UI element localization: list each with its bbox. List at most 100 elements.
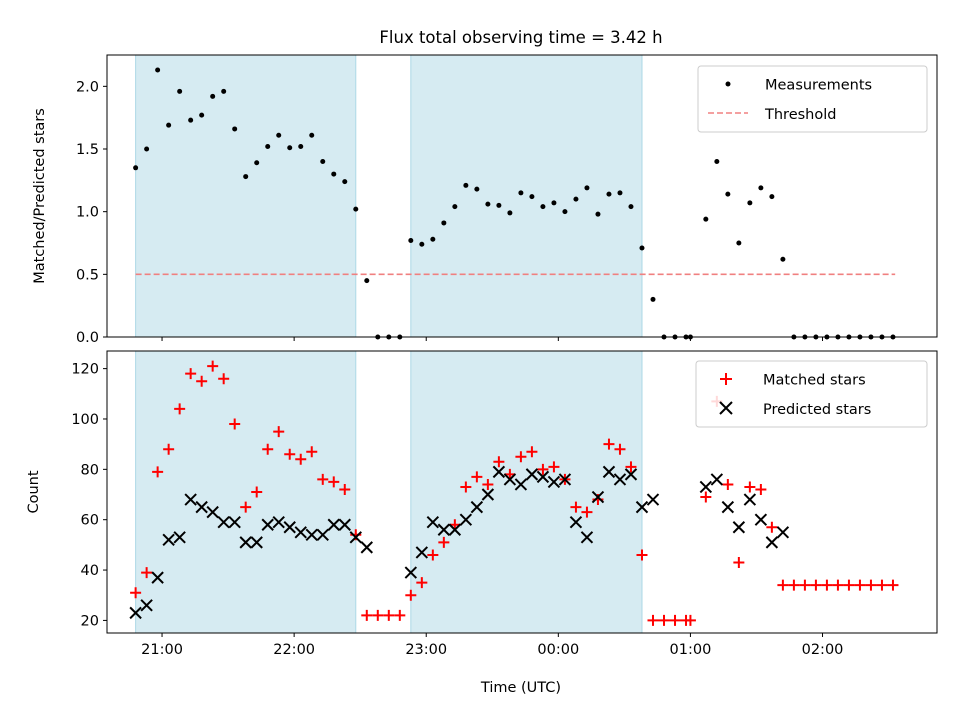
matched-star-point [832, 579, 844, 591]
matched-star-point [625, 461, 637, 473]
bottom-x-axis-ticks: 21:00 22:00 23:00 00:00 01:00 02:00 [141, 633, 843, 658]
measurement-point [703, 216, 709, 222]
predicted-star-point [173, 531, 186, 544]
bottom-y-axis-ticks: 20 40 60 80 100 120 [71, 362, 107, 629]
matched-star-point [218, 373, 230, 385]
predicted-star-point [613, 473, 627, 486]
predicted-star-point [426, 516, 440, 529]
matched-star-point [295, 453, 307, 465]
matched-star-point [163, 443, 175, 455]
matched-star-point [821, 579, 833, 591]
predicted-star-point [624, 468, 638, 481]
x-tick-label: 23:00 [405, 642, 447, 658]
bottom-y-axis-label: Count [26, 470, 42, 513]
matched-star-point [700, 491, 712, 503]
matched-star-point [876, 579, 888, 591]
measurement-point [232, 126, 238, 132]
matched-star-point [460, 481, 472, 493]
top-y-axis-ticks: 0.0 0.5 1.0 1.5 2.0 [76, 79, 107, 346]
matched-star-point [581, 506, 593, 518]
predicted-star-point [294, 526, 307, 539]
legend-predicted-label: Predicted stars [763, 402, 871, 418]
shaded-interval-2 [410, 54, 643, 338]
measurement-point [287, 145, 293, 151]
measurement-point [769, 194, 775, 200]
matched-star-point [658, 614, 670, 626]
measurement-point [518, 190, 524, 196]
shaded-interval-2 [410, 350, 643, 634]
predicted-star-point [743, 493, 757, 506]
measurement-point [650, 296, 656, 302]
y-tick-label: 120 [71, 362, 99, 378]
y-tick-label: 80 [81, 462, 99, 478]
measurement-point [747, 200, 753, 206]
matched-star-point [843, 579, 855, 591]
matched-star-point [799, 579, 811, 591]
measurement-point [496, 202, 502, 208]
predicted-star-point [129, 606, 142, 620]
shaded-interval-1 [135, 350, 357, 634]
measurement-point [166, 122, 172, 128]
matched-star-point [262, 443, 274, 455]
measurement-point [243, 174, 249, 180]
matched-star-point [361, 609, 373, 621]
measurement-point [353, 206, 359, 212]
matched-star-point [471, 471, 483, 483]
top-legend-box [697, 65, 928, 133]
predicted-star-point [765, 536, 779, 549]
predicted-star-point [162, 533, 175, 547]
matched-star-point [405, 589, 417, 601]
matched-star-point [548, 461, 560, 473]
measurement-point [573, 196, 579, 202]
measurement-point [320, 159, 326, 165]
matched-star-point [722, 478, 734, 490]
x-tick-label: 02:00 [802, 642, 844, 658]
matched-star-point [416, 577, 428, 589]
predicted-star-point [635, 500, 649, 514]
top-y-axis-label: Matched/Predicted stars [32, 108, 48, 284]
matched-star-point [603, 438, 615, 450]
matched-star-point [684, 614, 696, 626]
top-legend: Measurements Threshold [697, 65, 928, 133]
matched-star-point [317, 473, 329, 485]
matched-star-point [777, 579, 789, 591]
y-tick-label: 1.0 [76, 205, 99, 221]
measurement-point [144, 146, 150, 152]
y-tick-label: 60 [81, 513, 99, 529]
matched-star-point [174, 403, 186, 415]
measurement-point [714, 159, 720, 165]
matched-star-point [273, 426, 285, 438]
matched-star-point [284, 448, 296, 460]
predicted-star-point [151, 571, 164, 584]
predicted-star-point [754, 513, 768, 526]
measurement-point [298, 143, 304, 149]
measurement-point [507, 210, 513, 216]
measurement-point [452, 204, 458, 210]
predicted-star-point [536, 470, 550, 484]
predicted-star-point [448, 523, 462, 536]
predicted-star-point [140, 599, 153, 612]
measurement-point [485, 201, 491, 207]
matched-star-point [427, 549, 439, 561]
predicted-star-point [569, 516, 583, 529]
legend-predicted-marker [719, 401, 733, 415]
measurement-point [199, 112, 205, 118]
measurement-point [342, 179, 348, 185]
predicted-star-point [602, 465, 616, 479]
measurement-point [155, 67, 161, 73]
matched-star-point [394, 609, 406, 621]
measurement-point [736, 240, 742, 246]
predicted-star-point [305, 528, 318, 542]
matched-star-point [339, 483, 351, 495]
predicted-star-point [732, 521, 746, 534]
measurement-point [725, 191, 731, 197]
bottom-shaded-intervals [135, 350, 643, 634]
predicted-star-point [525, 468, 539, 481]
matched-star-point [207, 360, 219, 372]
predicted-star-point [316, 528, 329, 542]
x-tick-label: 22:00 [273, 642, 315, 658]
predicted-star-point [206, 505, 219, 519]
predicted-star-point [195, 500, 208, 514]
x-axis-label: Time (UTC) [480, 680, 561, 696]
